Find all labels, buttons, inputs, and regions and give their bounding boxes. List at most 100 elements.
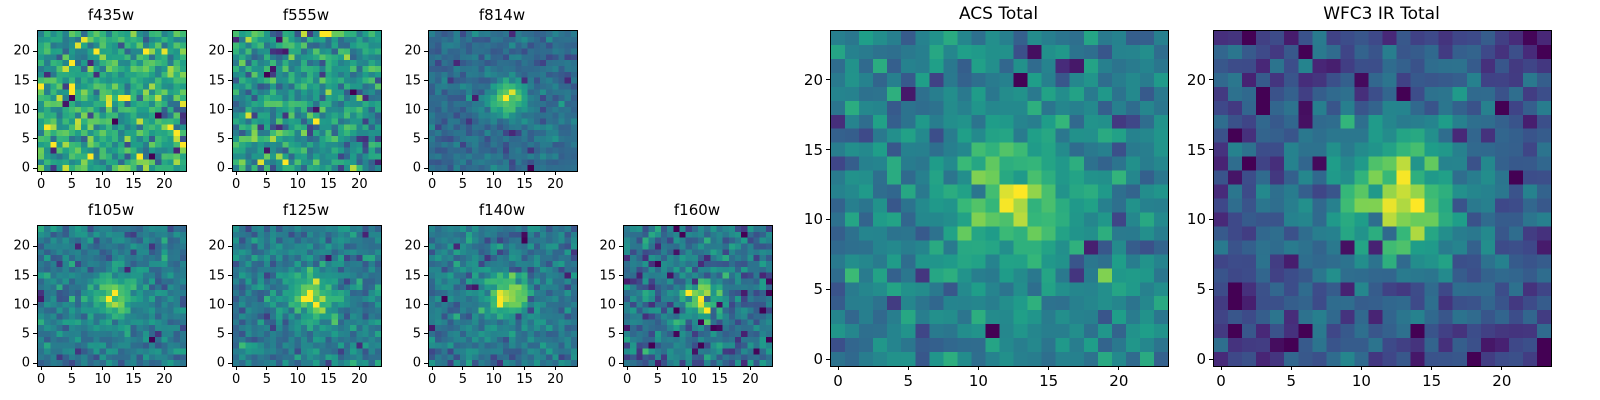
y-tick-label: 15	[13, 268, 30, 284]
x-tick-label: 10	[289, 177, 307, 192]
x-tick-label: 20	[351, 372, 368, 387]
y-tick-label: 0	[412, 160, 421, 176]
x-tick-mark	[431, 171, 433, 175]
x-axis: 0 5 10 15 20	[831, 366, 1168, 390]
y-tick-label: 15	[13, 73, 30, 89]
y-tick-mark	[228, 109, 232, 111]
x-tick-mark	[71, 366, 73, 370]
x-tick-label: 15	[1039, 372, 1059, 390]
y-tick-mark	[1209, 79, 1213, 81]
x-tick-label: 0	[36, 177, 46, 192]
y-tick-mark	[826, 358, 830, 360]
heatmap-panel-f160w: f160w 0 5 10 15 20 0 5 10 15 20	[599, 201, 773, 387]
x-tick-mark	[358, 366, 360, 370]
heatmap-panel-f555w: f555w 0 5 10 15 20 0 5 10 15 20	[208, 6, 382, 192]
y-tick-label: 10	[13, 297, 30, 313]
y-tick-label: 10	[404, 102, 421, 118]
x-tick-mark	[1118, 366, 1120, 370]
x-tick-mark	[749, 366, 751, 370]
x-tick-mark	[133, 366, 135, 370]
y-tick-label: 0	[1196, 350, 1206, 369]
y-tick-label: 5	[1196, 280, 1206, 299]
y-tick-label: 20	[208, 238, 225, 254]
y-tick-label: 5	[216, 326, 225, 342]
x-axis: 0 5 10 15 20	[231, 171, 381, 195]
x-tick-mark	[554, 366, 556, 370]
x-axis: 0 5 10 15 20	[428, 366, 577, 390]
x-tick-label: 0	[231, 177, 241, 192]
plot-area: 0 5 10 15 20 0 5 10 15 20	[599, 225, 773, 387]
y-tick-mark	[424, 80, 428, 82]
x-tick-mark	[719, 366, 721, 370]
x-tick-mark	[40, 171, 42, 175]
y-tick-mark	[826, 288, 830, 290]
y-tick-mark	[33, 167, 37, 169]
y-tick-label: 10	[1186, 210, 1206, 229]
y-tick-mark	[228, 138, 232, 140]
x-tick-mark	[837, 366, 839, 370]
y-tick-mark	[228, 80, 232, 82]
x-tick-mark	[266, 366, 268, 370]
x-tick-label: 20	[156, 177, 173, 192]
y-tick-mark	[424, 138, 428, 140]
y-tick-mark	[424, 109, 428, 111]
x-tick-mark	[977, 366, 979, 370]
x-tick-mark	[1360, 366, 1362, 370]
x-tick-mark	[524, 366, 526, 370]
x-tick-label: 10	[1351, 372, 1371, 390]
y-tick-mark	[1209, 288, 1213, 290]
x-tick-label: 5	[458, 177, 468, 192]
y-tick-label: 10	[599, 297, 616, 313]
x-tick-mark	[328, 366, 330, 370]
y-tick-label: 15	[803, 140, 823, 159]
y-tick-mark	[619, 304, 623, 306]
x-axis: 0 5 10 15 20	[36, 171, 186, 195]
x-tick-mark	[235, 171, 237, 175]
y-tick-label: 0	[412, 355, 421, 371]
y-tick-mark	[33, 109, 37, 111]
x-tick-mark	[266, 171, 268, 175]
y-tick-label: 10	[208, 297, 225, 313]
heatmap-image	[233, 226, 381, 366]
x-tick-mark	[102, 171, 104, 175]
x-tick-mark	[40, 366, 42, 370]
heatmap-panel-wfc3-ir-total: WFC3 IR Total 0 5 10 15 20 0 5 10 15 20	[1187, 4, 1552, 390]
y-tick-mark	[228, 362, 232, 364]
y-tick-mark	[424, 245, 428, 247]
y-tick-mark	[33, 50, 37, 52]
y-tick-mark	[33, 333, 37, 335]
y-tick-mark	[619, 245, 623, 247]
y-tick-mark	[826, 218, 830, 220]
x-axis: 0 5 10 15 20	[623, 366, 772, 390]
plot-area: 0 5 10 15 20 0 5 10 15 20	[13, 225, 187, 387]
heatmap-panel-f140w: f140w 0 5 10 15 20 0 5 10 15 20	[404, 201, 578, 387]
panel-title: f105w	[87, 201, 135, 219]
y-tick-label: 0	[21, 160, 30, 176]
y-tick-mark	[33, 138, 37, 140]
y-tick-label: 0	[607, 355, 616, 371]
panel-title: WFC3 IR Total	[1323, 4, 1440, 24]
x-tick-label: 0	[833, 372, 843, 390]
x-tick-mark	[907, 366, 909, 370]
x-tick-label: 10	[680, 372, 698, 387]
heatmap-image	[624, 226, 772, 366]
x-tick-mark	[235, 366, 237, 370]
x-tick-mark	[524, 171, 526, 175]
x-tick-mark	[626, 366, 628, 370]
y-tick-mark	[33, 275, 37, 277]
x-tick-mark	[462, 171, 464, 175]
panel-title: f555w	[282, 6, 330, 24]
x-tick-label: 5	[458, 372, 468, 387]
heatmap-image	[38, 226, 186, 366]
y-tick-mark	[33, 362, 37, 364]
y-tick-label: 15	[208, 73, 225, 89]
y-tick-mark	[424, 167, 428, 169]
x-tick-mark	[1220, 366, 1222, 370]
x-tick-label: 10	[94, 372, 112, 387]
x-tick-label: 15	[125, 177, 142, 192]
x-tick-label: 0	[427, 177, 437, 192]
x-tick-label: 5	[1286, 372, 1296, 390]
y-tick-mark	[826, 149, 830, 151]
y-tick-mark	[33, 245, 37, 247]
